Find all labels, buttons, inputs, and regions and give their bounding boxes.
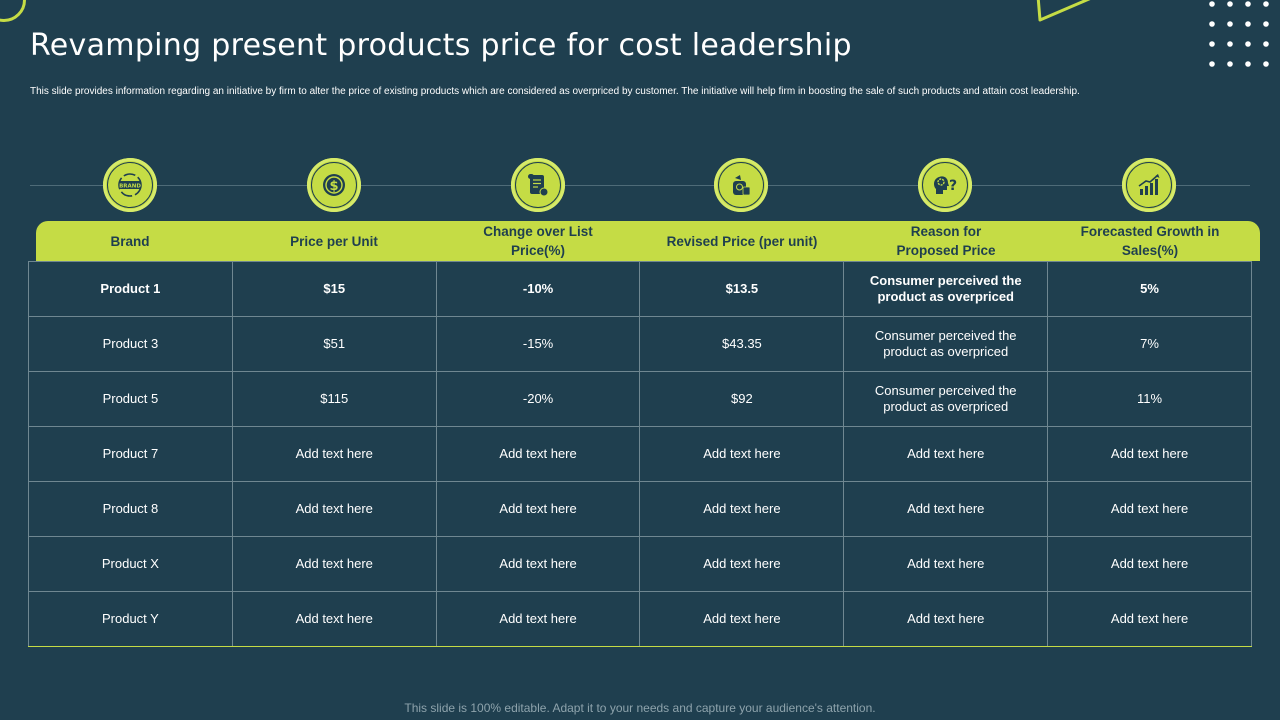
table-cell: Add text here (1047, 481, 1252, 537)
column-header-revised-price: Revised Price (per unit) (666, 233, 818, 249)
slide-title: Revamping present products price for cos… (30, 28, 852, 63)
table-cell: 7% (1047, 316, 1252, 372)
table-cell: $92 (639, 371, 845, 427)
table-cell: Add text here (1047, 426, 1252, 482)
table-row: Product 1 $15 -10% $13.5 Consumer percei… (28, 261, 1252, 317)
table-cell: 5% (1047, 261, 1252, 317)
table-cell: Add text here (435, 481, 641, 537)
brand-badge-label: BRAND (119, 183, 141, 189)
growth-chart-icon (1122, 158, 1176, 212)
table-cell: Add text here (435, 536, 641, 592)
table-cell: 11% (1047, 371, 1252, 427)
table-cell: Add text here (843, 481, 1049, 537)
table-cell: Product 8 (28, 481, 233, 537)
footer-note: This slide is 100% editable. Adapt it to… (404, 701, 876, 715)
table-cell: $15 (231, 261, 437, 317)
table-cell: $115 (231, 371, 437, 427)
table-cell: Add text here (231, 426, 437, 482)
table-row: Product 3 $51 -15% $43.35 Consumer perce… (28, 316, 1252, 372)
table-cell: $51 (231, 316, 437, 372)
dollar-coin-icon: $ (307, 158, 361, 212)
table-cell: Add text here (843, 591, 1049, 647)
table-row: Product 8 Add text here Add text here Ad… (28, 481, 1252, 537)
table-cell: Product 1 (28, 261, 233, 317)
table-cell: Add text here (435, 426, 641, 482)
column-header-change-over-list-price: Change over List Price(%) (483, 224, 593, 258)
table-cell: Add text here (639, 481, 845, 537)
table-cell: Add text here (639, 426, 845, 482)
table-row: Product 5 $115 -20% $92 Consumer perceiv… (28, 371, 1252, 427)
table-cell: Add text here (231, 591, 437, 647)
table-cell: Add text here (639, 591, 845, 647)
icon-connector-line (30, 185, 1250, 186)
table-cell: Product 3 (28, 316, 233, 372)
slide-subtitle: This slide provides information regardin… (30, 86, 1080, 97)
table-cell: -20% (435, 371, 641, 427)
decorative-triangle (1036, 0, 1091, 22)
svg-text:$: $ (329, 179, 338, 194)
table-cell: Consumer perceived the product as overpr… (843, 316, 1049, 372)
column-header-price-per-unit: Price per Unit (290, 233, 378, 249)
column-header-reason: Reason for Proposed Price (896, 224, 996, 258)
decorative-circle (0, 0, 26, 22)
table-cell: Add text here (1047, 536, 1252, 592)
table-header-bar (36, 221, 1260, 261)
table-row: Product Y Add text here Add text here Ad… (28, 591, 1252, 647)
decorative-dot-grid (1209, 1, 1269, 67)
svg-text:?: ? (949, 178, 957, 194)
column-header-brand: Brand (110, 233, 150, 249)
table-cell: -15% (435, 316, 641, 372)
table-cell: Product 7 (28, 426, 233, 482)
table-cell: Add text here (231, 481, 437, 537)
head-question-icon: ? (918, 158, 972, 212)
table-cell: Add text here (639, 536, 845, 592)
table-row: Product 7 Add text here Add text here Ad… (28, 426, 1252, 482)
column-header-forecasted-growth: Forecasted Growth in Sales(%) (1080, 224, 1220, 258)
table-cell: Product 5 (28, 371, 233, 427)
price-tag-bag-icon (714, 158, 768, 212)
table-cell: Add text here (1047, 591, 1252, 647)
pricing-table: Product 1 $15 -10% $13.5 Consumer percei… (28, 261, 1252, 647)
table-cell: Add text here (435, 591, 641, 647)
table-cell: $13.5 (639, 261, 845, 317)
table-cell: Add text here (231, 536, 437, 592)
table-cell: -10% (435, 261, 641, 317)
table-cell: Add text here (843, 536, 1049, 592)
brand-badge-icon: BRAND (103, 158, 157, 212)
table-cell: Product Y (28, 591, 233, 647)
table-cell: Add text here (843, 426, 1049, 482)
table-cell: Consumer perceived the product as overpr… (843, 261, 1049, 317)
table-cell: Consumer perceived the product as overpr… (843, 371, 1049, 427)
table-cell: $43.35 (639, 316, 845, 372)
table-cell: Product X (28, 536, 233, 592)
table-row: Product X Add text here Add text here Ad… (28, 536, 1252, 592)
receipt-scroll-icon (511, 158, 565, 212)
